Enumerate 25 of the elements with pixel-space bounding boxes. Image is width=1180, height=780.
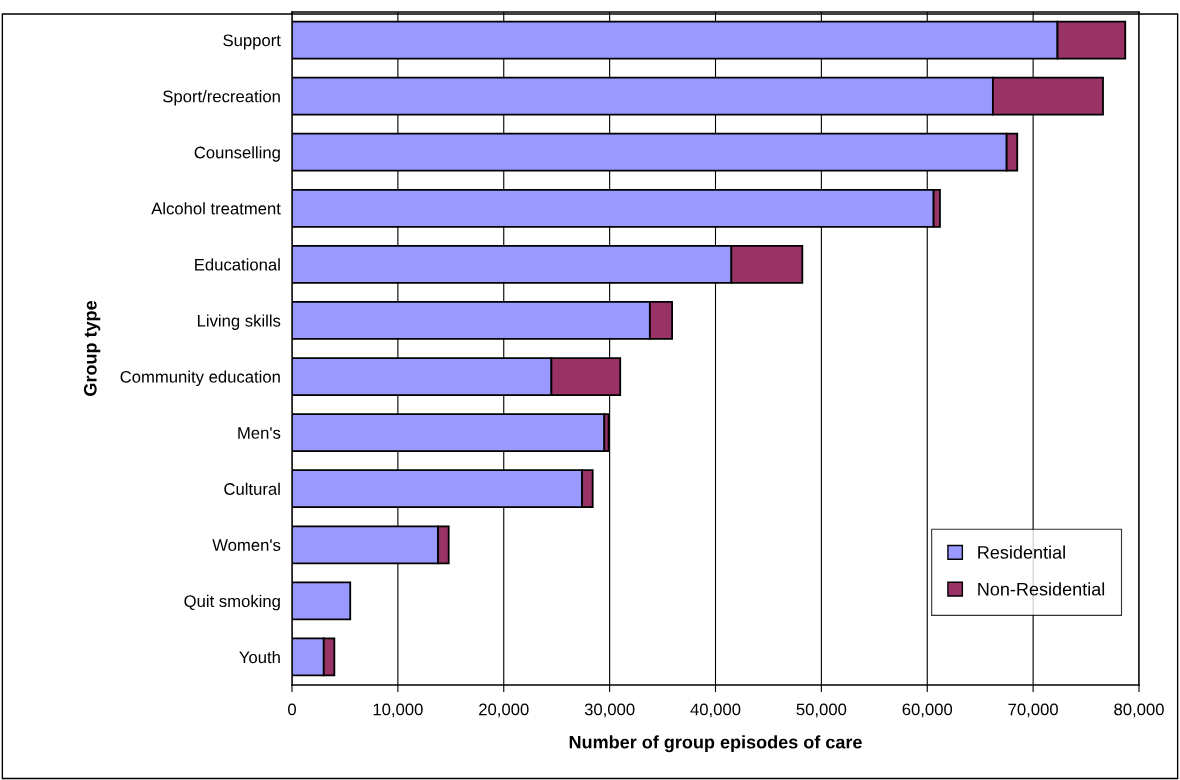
- legend-label: Non-Residential: [978, 582, 1105, 596]
- y-tick-label: Alcohol treatment: [151, 202, 281, 215]
- y-tick-label: Support: [223, 34, 281, 50]
- legend-label: Residential: [978, 545, 1065, 559]
- x-tick-label: 40,000: [690, 703, 741, 718]
- x-tick-label: 10,000: [373, 703, 423, 718]
- x-tick-label: 80,000: [1114, 703, 1164, 718]
- y-tick-label: Men's: [238, 427, 281, 439]
- y-tick-label: Counselling: [194, 146, 280, 162]
- y-tick-label: Sport/recreation: [163, 90, 280, 106]
- y-tick-label: Quit smoking: [184, 594, 280, 611]
- y-tick-label: Educational: [195, 258, 280, 271]
- x-tick-label: 70,000: [1008, 703, 1058, 718]
- x-tick-label: 60,000: [902, 703, 953, 718]
- y-tick-label: Women's: [212, 539, 281, 551]
- y-axis-title: Group type: [83, 300, 101, 396]
- y-tick-label: Cultural: [224, 482, 280, 495]
- y-tick-label: Community education: [120, 370, 280, 387]
- y-tick-label: Youth: [239, 650, 280, 664]
- x-tick-label: 0: [288, 703, 296, 716]
- x-tick-label: 20,000: [479, 703, 529, 718]
- x-tick-label: 50,000: [796, 703, 847, 718]
- x-tick-label: 30,000: [584, 703, 635, 718]
- y-tick-label: Living skills: [197, 314, 281, 330]
- x-axis-title: Number of group episodes of care: [569, 735, 862, 753]
